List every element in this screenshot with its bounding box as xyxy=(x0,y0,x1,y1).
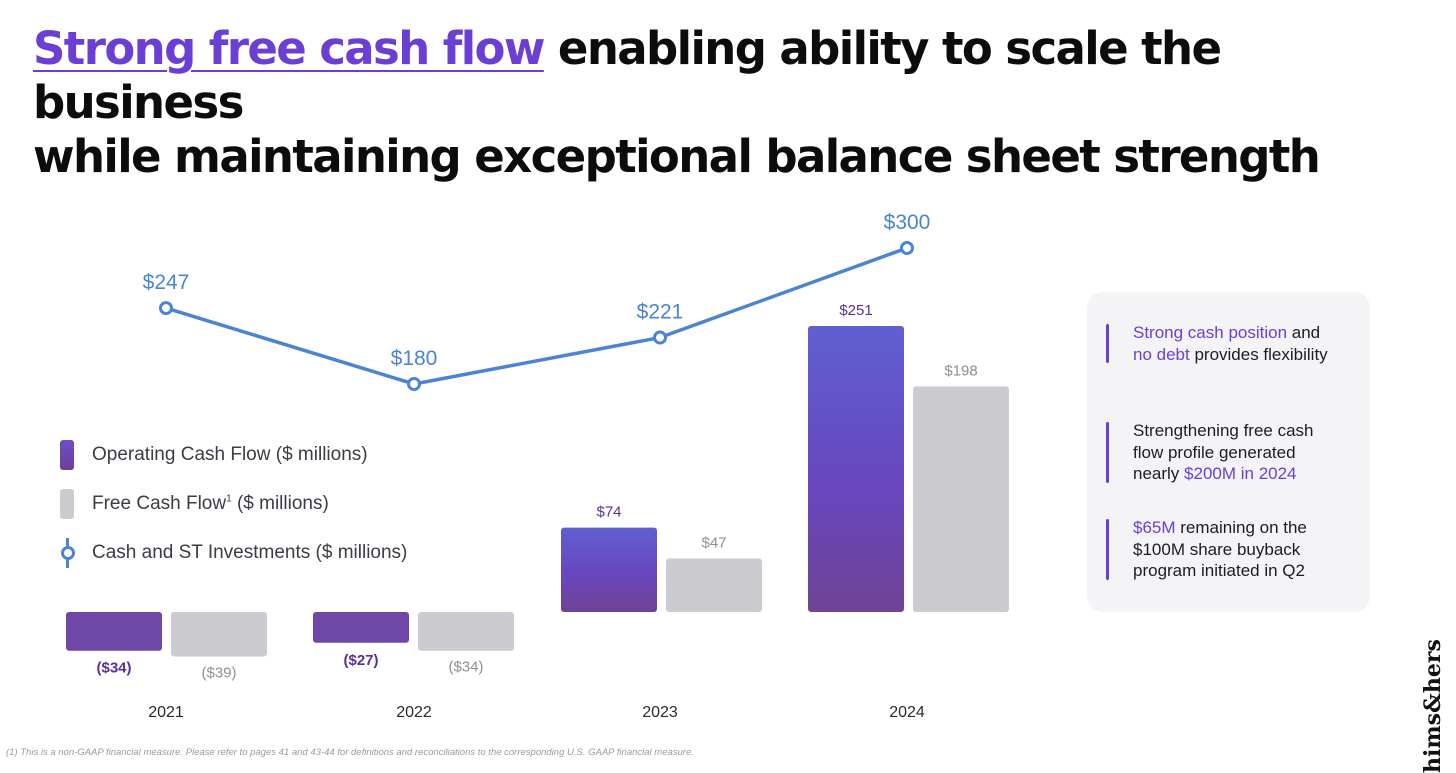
title-line2: while maintaining exceptional balance sh… xyxy=(33,130,1321,183)
label-free-cash-flow-2023: $47 xyxy=(701,534,726,551)
note-highlight: no debt xyxy=(1133,344,1190,364)
bar-free-cash-flow-2021 xyxy=(171,612,267,657)
label-operating-cash-flow-2023: $74 xyxy=(596,504,621,521)
footnote: (1) This is a non-GAAP financial measure… xyxy=(6,747,694,758)
note-buyback: $65M remaining on the $100M share buybac… xyxy=(1106,517,1343,582)
title-rest: enabling ability to scale the business xyxy=(33,22,1222,129)
cash-point-2022 xyxy=(407,377,421,391)
legend-fcf-main: Free Cash Flow xyxy=(92,492,227,514)
legend-item-fcf: Free Cash Flow1 ($ millions) xyxy=(60,479,407,528)
bar-free-cash-flow-2023 xyxy=(666,558,762,612)
label-free-cash-flow-2022: ($34) xyxy=(448,659,483,676)
bar-free-cash-flow-2024 xyxy=(913,386,1009,612)
label-free-cash-flow-2024: $198 xyxy=(944,362,977,379)
label-operating-cash-flow-2024: $251 xyxy=(839,302,872,319)
note-text: Strengthening free cash flow profile gen… xyxy=(1133,420,1343,485)
legend-item-op: Operating Cash Flow ($ millions) xyxy=(60,430,407,479)
chart-legend: Operating Cash Flow ($ millions) Free Ca… xyxy=(60,430,407,577)
label-cash-2024: $300 xyxy=(884,211,931,234)
label-cash-2023: $221 xyxy=(637,301,684,324)
cash-point-2023 xyxy=(653,330,667,345)
brand-logo: hims&hers xyxy=(1420,639,1446,773)
x-tick-label-2021: 2021 xyxy=(148,704,184,721)
page-title: Strong free cash flow enabling ability t… xyxy=(33,22,1363,184)
legend-fcf-unit: ($ millions) xyxy=(231,492,329,514)
legend-swatch-cash xyxy=(60,537,75,568)
legend-label-fcf: Free Cash Flow1 ($ millions) xyxy=(92,493,329,515)
note-plain: provides flexibility xyxy=(1189,344,1328,364)
note-accent-bar xyxy=(1106,422,1109,483)
bar-free-cash-flow-2022 xyxy=(418,612,514,651)
note-highlight: $200M in 2024 xyxy=(1184,464,1297,483)
x-tick-label-2022: 2022 xyxy=(396,704,432,721)
note-plain: remaining on the $100M share buyback pro… xyxy=(1133,518,1307,580)
note-plain: and xyxy=(1287,323,1321,342)
cash-investments-line xyxy=(165,246,908,386)
label-operating-cash-flow-2021: ($34) xyxy=(96,660,131,677)
legend-swatch-op xyxy=(60,439,74,470)
bar-operating-cash-flow-2023 xyxy=(561,527,657,612)
highlights-panel: Strong cash position and no debt provide… xyxy=(1087,292,1370,612)
note-highlight: Strong cash position xyxy=(1133,323,1288,342)
bar-operating-cash-flow-2022 xyxy=(313,612,409,643)
label-cash-2021: $247 xyxy=(143,271,190,294)
cash-point-2024 xyxy=(900,241,914,255)
note-accent-bar xyxy=(1106,324,1109,363)
label-free-cash-flow-2021: ($39) xyxy=(201,664,236,681)
cash-point-2021 xyxy=(159,301,173,316)
legend-item-cash: Cash and ST Investments ($ millions) xyxy=(60,528,407,577)
x-tick-label-2024: 2024 xyxy=(889,704,925,721)
note-plain: Strengthening free cash flow profile gen… xyxy=(1133,421,1314,483)
note-cash-position: Strong cash position and no debt provide… xyxy=(1106,322,1343,365)
title-highlight: Strong free cash flow xyxy=(33,22,545,75)
note-accent-bar xyxy=(1106,519,1109,580)
legend-swatch-fcf xyxy=(60,488,74,519)
legend-label-op: Operating Cash Flow ($ millions) xyxy=(92,443,368,465)
note-text: Strong cash position and no debt provide… xyxy=(1133,322,1343,365)
note-free-cash-flow: Strengthening free cash flow profile gen… xyxy=(1106,420,1343,485)
legend-label-cash: Cash and ST Investments ($ millions) xyxy=(92,541,408,563)
note-highlight: $65M xyxy=(1133,518,1176,537)
bar-operating-cash-flow-2024 xyxy=(808,326,904,612)
x-tick-label-2023: 2023 xyxy=(642,704,678,721)
label-cash-2022: $180 xyxy=(391,347,438,370)
bar-operating-cash-flow-2021 xyxy=(66,612,162,651)
legend-fcf-sup: 1 xyxy=(226,493,232,505)
label-operating-cash-flow-2022: ($27) xyxy=(343,652,378,669)
note-text: $65M remaining on the $100M share buybac… xyxy=(1133,517,1343,582)
